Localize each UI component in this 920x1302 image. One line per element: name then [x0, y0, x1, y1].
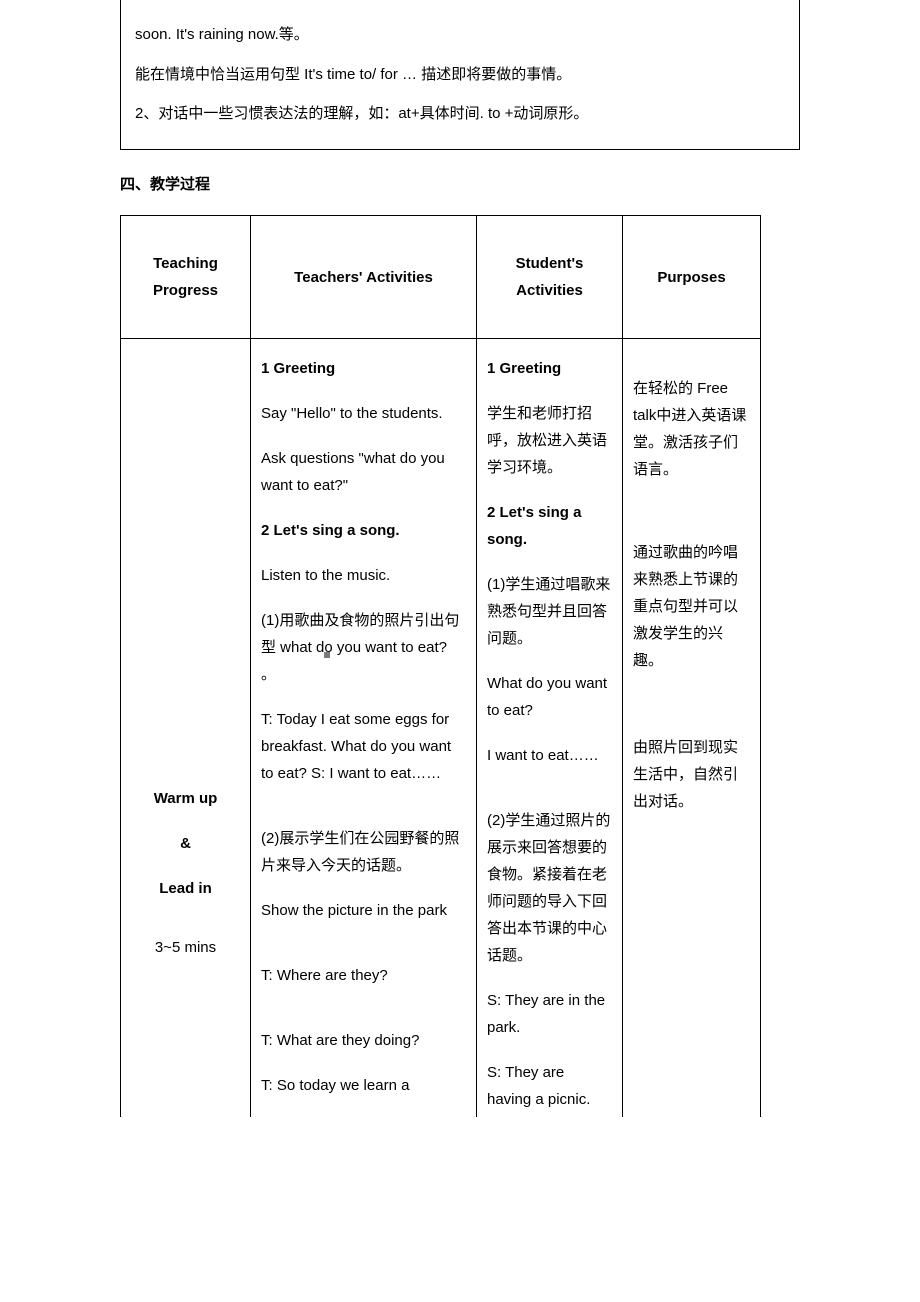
header-purposes: Purposes — [623, 216, 761, 339]
s-heading-1: 1 Greeting — [487, 355, 612, 382]
header-teaching-progress: Teaching Progress — [121, 216, 251, 339]
teachers-cell: 1 Greeting Say "Hello" to the students. … — [251, 339, 477, 1118]
s-text-2c: I want to eat…… — [487, 742, 612, 769]
rowhead-line3: Lead in — [129, 875, 242, 902]
topbox-line-2: 能在情境中恰当运用句型 It's time to/ for … 描述即将要做的事… — [135, 62, 785, 88]
t-heading-1: 1 Greeting — [261, 355, 466, 382]
spacer — [633, 355, 750, 375]
spacer — [261, 805, 466, 825]
spacer — [633, 692, 750, 734]
t-text-1b: Ask questions "what do you want to eat?" — [261, 445, 466, 499]
row-head-warmup: Warm up & Lead in 3~5 mins — [121, 339, 251, 1118]
t-text-3e: T: So today we learn a — [261, 1072, 466, 1099]
table-body-row: Warm up & Lead in 3~5 mins 1 Greeting Sa… — [121, 339, 761, 1118]
s-heading-2: 2 Let's sing a song. — [487, 499, 612, 553]
table-header-row: Teaching Progress Teachers' Activities S… — [121, 216, 761, 339]
t-text-2c: T: Today I eat some eggs for breakfast. … — [261, 706, 466, 787]
t-text-3d: T: What are they doing? — [261, 1027, 466, 1054]
header-teachers-activities: Teachers' Activities — [251, 216, 477, 339]
spacer — [633, 501, 750, 539]
t-text-1a: Say "Hello" to the students. — [261, 400, 466, 427]
p-text-3: 由照片回到现实生活中，自然引出对话。 — [633, 734, 750, 815]
s-text-1a: 学生和老师打招呼，放松进入英语学习环境。 — [487, 400, 612, 481]
spacer — [261, 942, 466, 962]
s-text-2b: What do you want to eat? — [487, 670, 612, 724]
purposes-cell: 在轻松的 Free talk中进入英语课堂。激活孩子们语言。 通过歌曲的吟唱来熟… — [623, 339, 761, 1118]
t-text-3c: T: Where are they? — [261, 962, 466, 989]
topbox-line-3: 2、对话中一些习惯表达法的理解，如：at+具体时间. to +动词原形。 — [135, 101, 785, 127]
decorative-bullet-icon — [324, 652, 330, 658]
rowhead-sub: 3~5 mins — [129, 934, 242, 961]
t-heading-2: 2 Let's sing a song. — [261, 517, 466, 544]
t-text-2a: Listen to the music. — [261, 562, 466, 589]
t-text-3a: (2)展示学生们在公园野餐的照片来导入今天的话题。 — [261, 825, 466, 879]
spacer — [487, 787, 612, 807]
rowhead-line2: & — [129, 830, 242, 857]
header-students-activities: Student's Activities — [477, 216, 623, 339]
s-text-3c: S: They are having a picnic. — [487, 1059, 612, 1113]
students-cell: 1 Greeting 学生和老师打招呼，放松进入英语学习环境。 2 Let's … — [477, 339, 623, 1118]
top-context-box: soon. It's raining now.等。 能在情境中恰当运用句型 It… — [120, 0, 800, 150]
spacer — [261, 1007, 466, 1027]
section-title: 四、教学过程 — [120, 172, 800, 198]
document-page: soon. It's raining now.等。 能在情境中恰当运用句型 It… — [0, 0, 920, 1302]
t-text-3b: Show the picture in the park — [261, 897, 466, 924]
s-text-3a: (2)学生通过照片的展示来回答想要的食物。紧接着在老师问题的导入下回答出本节课的… — [487, 807, 612, 969]
s-text-2a: (1)学生通过唱歌来熟悉句型并且回答问题。 — [487, 571, 612, 652]
p-text-2: 通过歌曲的吟唱来熟悉上节课的重点句型并可以激发学生的兴趣。 — [633, 539, 750, 674]
s-text-3b: S: They are in the park. — [487, 987, 612, 1041]
p-text-1: 在轻松的 Free talk中进入英语课堂。激活孩子们语言。 — [633, 375, 750, 483]
t-text-2b: (1)用歌曲及食物的照片引出句型 what do you want to eat… — [261, 607, 466, 688]
teaching-progress-table: Teaching Progress Teachers' Activities S… — [120, 215, 761, 1117]
rowhead-line1: Warm up — [129, 785, 242, 812]
topbox-line-1: soon. It's raining now.等。 — [135, 22, 785, 48]
